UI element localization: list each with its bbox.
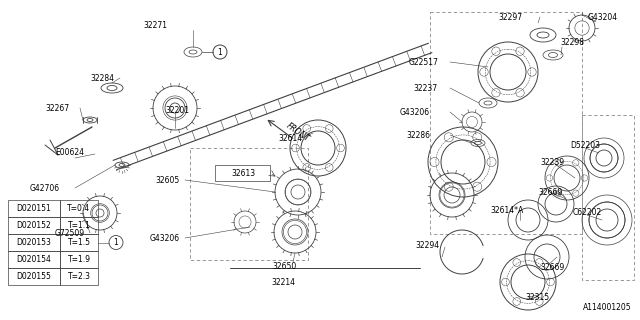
- Bar: [60, 217, 98, 234]
- Text: 32298: 32298: [560, 37, 584, 46]
- Text: 32237: 32237: [414, 84, 438, 92]
- Text: G72509: G72509: [55, 228, 85, 237]
- Text: 32239: 32239: [540, 157, 564, 166]
- Bar: [8, 234, 60, 251]
- Text: A114001205: A114001205: [584, 303, 632, 312]
- Text: 32614: 32614: [278, 133, 302, 142]
- Text: C62202: C62202: [573, 207, 602, 217]
- Text: 32613: 32613: [231, 169, 255, 178]
- Text: 32614*A: 32614*A: [490, 205, 524, 214]
- Text: 1: 1: [114, 238, 118, 247]
- Text: G22517: G22517: [408, 58, 438, 67]
- Text: FRONT: FRONT: [285, 121, 312, 143]
- Text: G42706: G42706: [30, 183, 60, 193]
- Text: G43206: G43206: [150, 234, 180, 243]
- Text: 32669: 32669: [540, 263, 564, 273]
- Bar: [8, 268, 60, 285]
- Bar: [60, 200, 98, 217]
- Bar: [215, 165, 270, 181]
- Text: 32214: 32214: [271, 278, 295, 287]
- Text: G43204: G43204: [588, 12, 618, 21]
- Text: T=0.4: T=0.4: [67, 204, 91, 213]
- Text: D020152: D020152: [17, 221, 51, 230]
- Text: 32315: 32315: [525, 293, 549, 302]
- Text: E00624: E00624: [55, 148, 84, 157]
- Text: D020154: D020154: [17, 255, 51, 264]
- Bar: [430, 12, 582, 234]
- Text: 32669: 32669: [538, 188, 563, 196]
- Bar: [8, 217, 60, 234]
- Text: T=1.9: T=1.9: [67, 255, 90, 264]
- Bar: [8, 200, 60, 217]
- Text: G43206: G43206: [400, 108, 430, 116]
- Text: 32284: 32284: [90, 74, 114, 83]
- Text: D52203: D52203: [570, 140, 600, 149]
- Bar: [60, 268, 98, 285]
- Bar: [190, 148, 308, 260]
- Bar: [60, 234, 98, 251]
- Text: T=2.3: T=2.3: [67, 272, 90, 281]
- Bar: [582, 115, 634, 280]
- Text: 32297: 32297: [498, 12, 522, 21]
- Text: T=1.5: T=1.5: [67, 238, 90, 247]
- Text: D020153: D020153: [17, 238, 51, 247]
- Text: D020155: D020155: [17, 272, 51, 281]
- Bar: [60, 251, 98, 268]
- Text: 32286: 32286: [406, 131, 430, 140]
- Text: T=1.1: T=1.1: [68, 221, 90, 230]
- Bar: [8, 251, 60, 268]
- Text: 1: 1: [218, 47, 222, 57]
- Text: 32201: 32201: [165, 106, 189, 115]
- Text: D020151: D020151: [17, 204, 51, 213]
- Text: 32271: 32271: [143, 21, 167, 30]
- Text: 32294: 32294: [415, 241, 439, 250]
- Text: 32650: 32650: [273, 262, 297, 271]
- Text: 32267: 32267: [45, 103, 69, 113]
- Text: 32605: 32605: [156, 175, 180, 185]
